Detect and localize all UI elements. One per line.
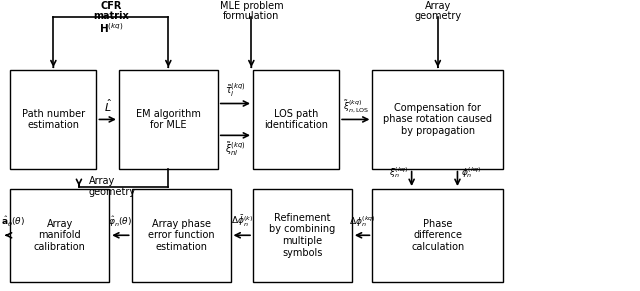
Text: Array: Array [425, 1, 451, 11]
Text: CFR: CFR [100, 1, 122, 11]
Text: Path number
estimation: Path number estimation [22, 109, 85, 130]
Text: geometry: geometry [414, 11, 461, 21]
Text: LOS path
identification: LOS path identification [264, 109, 328, 130]
Text: Compensation for
phase rotation caused
by propagation: Compensation for phase rotation caused b… [383, 103, 492, 136]
FancyBboxPatch shape [132, 189, 230, 282]
Text: MLE problem: MLE problem [220, 1, 283, 11]
Text: $\tilde{\xi}_{nl}^{(kq)}$: $\tilde{\xi}_{nl}^{(kq)}$ [225, 140, 246, 158]
Text: $\xi_n^{(kq)}$: $\xi_n^{(kq)}$ [388, 166, 408, 180]
Text: $\tilde{\tau}_l^{(kq)}$: $\tilde{\tau}_l^{(kq)}$ [225, 81, 246, 99]
FancyBboxPatch shape [253, 189, 352, 282]
Text: $\Delta\bar{\phi}_n^{(k)}$: $\Delta\bar{\phi}_n^{(k)}$ [230, 214, 253, 230]
Text: EM algorithm
for MLE: EM algorithm for MLE [136, 109, 201, 130]
Text: Phase
difference
calculation: Phase difference calculation [411, 219, 465, 252]
FancyBboxPatch shape [253, 70, 339, 169]
Text: geometry: geometry [88, 187, 136, 197]
Text: $\hat{\varphi}_n(\theta)$: $\hat{\varphi}_n(\theta)$ [108, 215, 132, 230]
Text: Refinement
by combining
multiple
symbols: Refinement by combining multiple symbols [269, 213, 335, 258]
Text: $\hat{L}$: $\hat{L}$ [104, 97, 111, 114]
Text: $\hat{\mathbf{a}}_\theta(\theta)$: $\hat{\mathbf{a}}_\theta(\theta)$ [1, 215, 25, 230]
Text: Array: Array [88, 176, 115, 186]
FancyBboxPatch shape [372, 70, 503, 169]
FancyBboxPatch shape [372, 189, 503, 282]
Text: $\phi_n^{(kq)}$: $\phi_n^{(kq)}$ [461, 166, 481, 180]
Text: matrix: matrix [93, 11, 129, 21]
FancyBboxPatch shape [10, 70, 97, 169]
Text: Array
manifold
calibration: Array manifold calibration [34, 219, 86, 252]
FancyBboxPatch shape [10, 189, 109, 282]
Text: $\mathbf{H}^{(kq)}$: $\mathbf{H}^{(kq)}$ [99, 21, 123, 35]
Text: formulation: formulation [223, 11, 280, 21]
Text: $\tilde{\xi}_{n,\mathrm{LOS}}^{(kq)}$: $\tilde{\xi}_{n,\mathrm{LOS}}^{(kq)}$ [342, 99, 369, 115]
Text: Array phase
error function
estimation: Array phase error function estimation [148, 219, 214, 252]
Text: $\Delta\phi_n^{(kq)}$: $\Delta\phi_n^{(kq)}$ [349, 214, 376, 230]
FancyBboxPatch shape [119, 70, 218, 169]
